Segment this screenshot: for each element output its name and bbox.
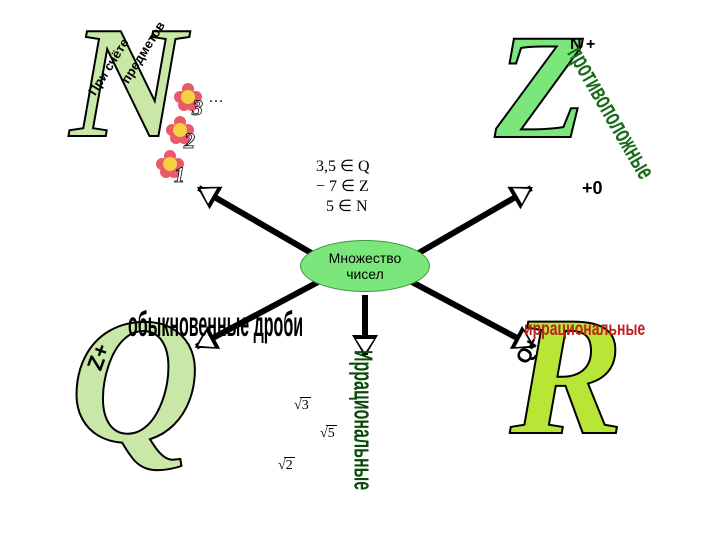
- r-right-label: иррациональные: [524, 320, 645, 336]
- formula-1: 3,5 ∈ Q: [316, 156, 370, 176]
- q-right-label: обыкновенные дроби: [128, 318, 303, 336]
- center-line1: Множество: [329, 250, 402, 266]
- center-line2: чисел: [329, 266, 402, 282]
- sqrt-2: √5: [320, 426, 337, 442]
- sqrt-1: √3: [294, 398, 311, 414]
- flower-dots: …: [208, 89, 224, 107]
- center-ellipse: Множество чисел: [300, 240, 430, 292]
- formula-2: − 7 ∈ Z: [316, 176, 369, 196]
- z-bottom-label: +0: [582, 178, 603, 199]
- flower-number-3: 1: [174, 162, 185, 188]
- irrational-vertical-label: Иррациональные: [352, 350, 370, 490]
- arrow-s: [362, 295, 368, 355]
- arrow-nw: [197, 185, 321, 260]
- arrow-ne: [409, 185, 533, 260]
- flower-number-2: 2: [184, 128, 195, 154]
- formula-3: 5 ∈ N: [326, 196, 368, 216]
- sqrt-3: √2: [278, 458, 295, 474]
